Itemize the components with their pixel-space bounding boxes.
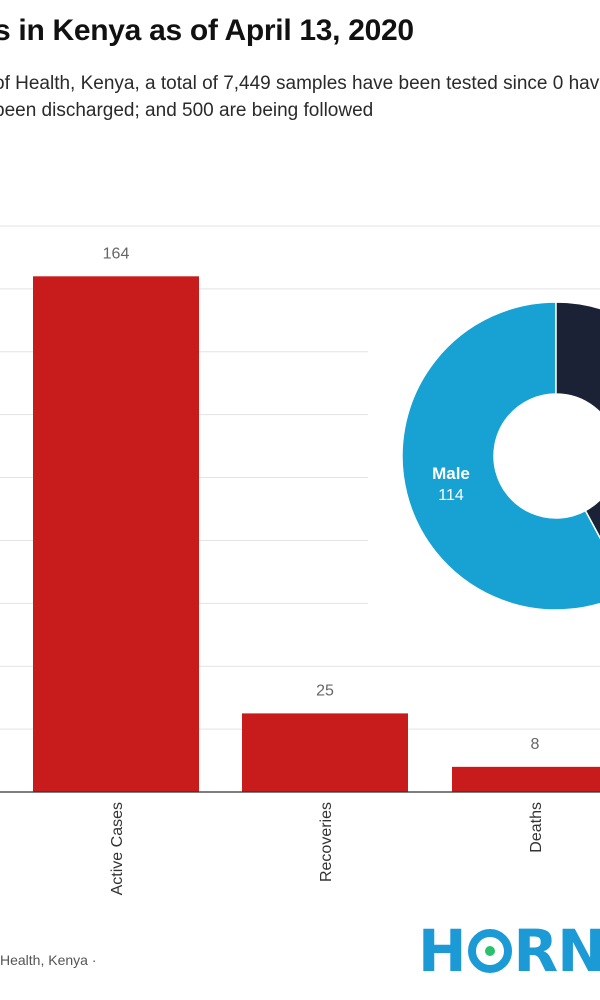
- category-tick-label: Active Cases: [109, 802, 126, 895]
- logo-letters-rn: RN: [513, 917, 600, 985]
- bar: [33, 276, 199, 792]
- logo-letters-h: H: [418, 917, 467, 985]
- bar-value-label: 164: [103, 245, 130, 262]
- page-title: s in Kenya as of April 13, 2020: [0, 14, 414, 47]
- bar: [452, 766, 600, 792]
- bar: [242, 713, 408, 792]
- bar-value-label: 25: [316, 682, 334, 699]
- gender-donut: Male 114: [401, 301, 600, 611]
- logo-o-icon: [467, 929, 512, 973]
- page-subtitle: of Health, Kenya, a total of 7,449 sampl…: [0, 73, 600, 121]
- slice-value-label: 114: [438, 487, 464, 504]
- category-tick-label: Recoveries: [318, 802, 335, 882]
- bar-series: 164 Active Cases 25 Recoveries 8 Deaths: [0, 245, 600, 895]
- slice-name-label: Male: [432, 464, 470, 483]
- bar-value-label: 8: [531, 736, 540, 753]
- donut-slice: [401, 301, 600, 611]
- source-credit: Health, Kenya ·: [0, 952, 97, 968]
- brand-logo[interactable]: H RN: [418, 922, 600, 980]
- category-tick-label: Deaths: [528, 802, 545, 853]
- donut-slice: [555, 301, 600, 540]
